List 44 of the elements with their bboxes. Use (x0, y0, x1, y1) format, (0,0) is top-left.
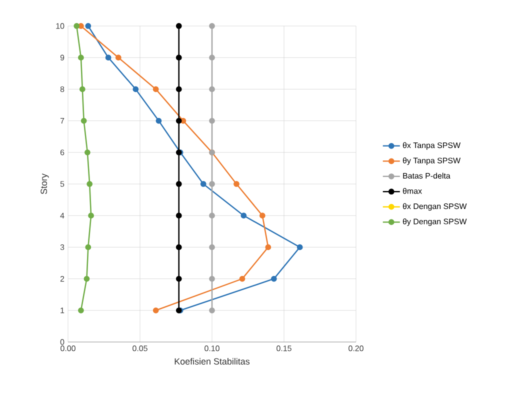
point (176, 181, 182, 187)
x-axis-title: Koefisien Stabilitas (174, 358, 250, 365)
point (176, 212, 182, 219)
point (80, 118, 87, 124)
point (176, 23, 182, 29)
point (74, 23, 80, 29)
point (209, 244, 215, 250)
point (209, 307, 215, 314)
point (265, 244, 272, 250)
point (234, 181, 240, 187)
point (79, 86, 86, 92)
point (240, 212, 247, 219)
point (115, 54, 122, 61)
point (209, 276, 215, 282)
point (88, 212, 94, 219)
point (84, 276, 90, 282)
point (209, 54, 215, 61)
point (85, 244, 92, 250)
point (270, 276, 277, 282)
point (209, 181, 215, 187)
point (152, 307, 159, 314)
point (85, 23, 92, 29)
point (176, 86, 182, 92)
point (259, 212, 266, 219)
point (176, 244, 182, 250)
point (200, 181, 206, 187)
point (176, 118, 182, 124)
point (209, 118, 215, 124)
point (296, 244, 303, 250)
point (239, 276, 246, 282)
point (176, 276, 182, 282)
point (209, 212, 215, 219)
point (132, 86, 139, 92)
point (156, 118, 162, 124)
point (78, 54, 84, 61)
point (86, 181, 93, 187)
point (176, 54, 182, 61)
point (78, 307, 84, 314)
point (152, 86, 159, 92)
point (105, 54, 112, 61)
point (209, 86, 215, 92)
point (84, 149, 90, 156)
point (209, 23, 215, 29)
y-axis-title: Story (40, 174, 49, 194)
